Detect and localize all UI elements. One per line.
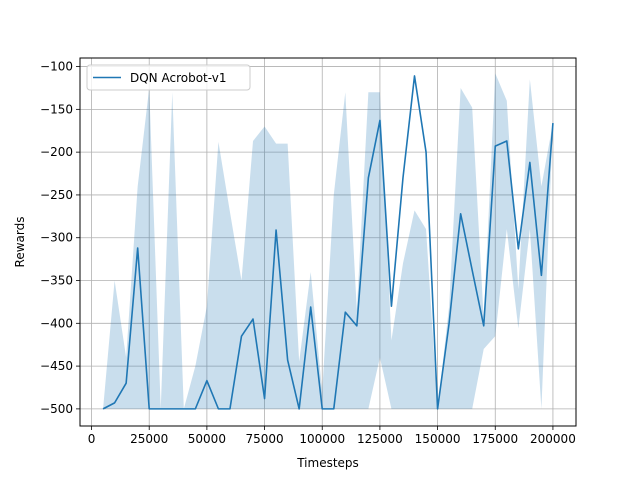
x-tick-label: 0 [88, 432, 96, 446]
x-tick-label: 125000 [357, 432, 403, 446]
plot-frame [79, 57, 577, 427]
x-tick-label: 75000 [245, 432, 283, 446]
legend-box [86, 64, 251, 91]
x-tick-label: 200000 [530, 432, 576, 446]
x-tick-label: 150000 [415, 432, 461, 446]
y-axis-label: Rewards [13, 217, 27, 268]
x-axis-label: Timesteps [296, 456, 359, 470]
y-tick-label: −100 [40, 60, 73, 74]
legend: DQN Acrobot-v1 [86, 64, 251, 91]
y-tick-label: −350 [40, 274, 73, 288]
y-tick-label: −150 [40, 102, 73, 116]
y-axis-ticks: −500 −450 −400 −350 −300 −250 −200 −150 −100 [40, 60, 80, 416]
y-tick-label: −300 [40, 231, 73, 245]
y-tick-label: −500 [40, 402, 73, 416]
x-tick-label: 50000 [188, 432, 226, 446]
x-axis-ticks: 0 25000 50000 75000 100000 125000 150000 175000… [88, 426, 576, 446]
y-tick-label: −250 [40, 188, 73, 202]
confidence-band-layer [103, 73, 553, 409]
series-line [102, 75, 554, 410]
confidence-band [103, 73, 553, 409]
y-tick-label: −450 [40, 359, 73, 373]
x-tick-label: 25000 [130, 432, 168, 446]
series-line-layer [102, 75, 554, 410]
y-tick-label: −400 [40, 316, 73, 330]
x-tick-label: 175000 [472, 432, 518, 446]
y-tick-label: −200 [40, 145, 73, 159]
x-tick-label: 100000 [299, 432, 345, 446]
legend-label: DQN Acrobot-v1 [130, 71, 227, 85]
